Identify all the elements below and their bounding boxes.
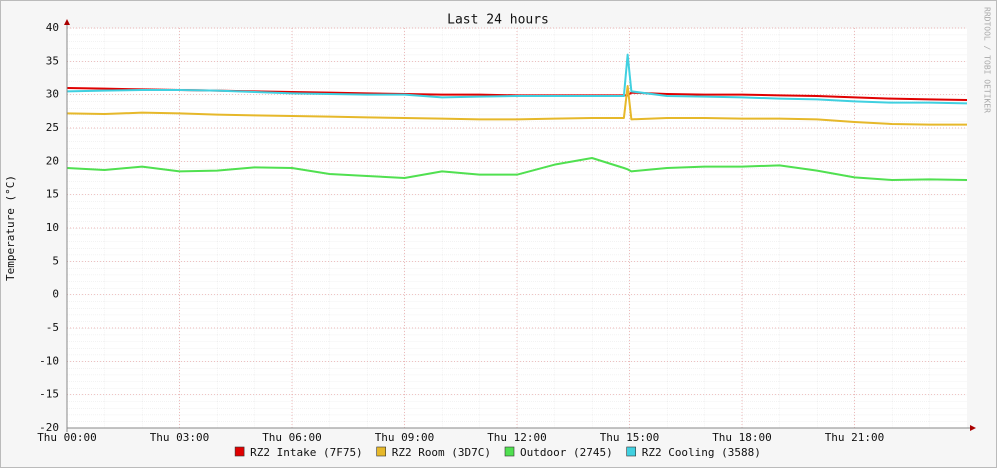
chart-title: Last 24 hours <box>447 13 549 28</box>
x-tick-label: Thu 21:00 <box>825 431 885 444</box>
y-tick-label: 20 <box>46 154 59 167</box>
lines <box>66 53 968 181</box>
legend-item: RZ2 Room (3D7C) <box>376 446 491 459</box>
side-text: RRDTOOL / TOBI OETIKER <box>983 7 992 113</box>
y-tick-label: 30 <box>46 88 59 101</box>
x-tick-label: Thu 09:00 <box>375 431 435 444</box>
legend-item: RZ2 Cooling (3588) <box>626 446 761 459</box>
y-tick-label: -15 <box>39 388 59 401</box>
y-tick-label: 35 <box>46 54 59 67</box>
y-tick-label: 0 <box>52 288 59 301</box>
x-tick-label: Thu 15:00 <box>600 431 660 444</box>
y-tick-label: -20 <box>39 421 59 434</box>
x-tick-label: Thu 00:00 <box>37 431 97 444</box>
y-tick-label: 25 <box>46 121 59 134</box>
y-tick-label: -10 <box>39 354 59 367</box>
legend-swatch <box>504 446 515 457</box>
legend-swatch <box>626 446 637 457</box>
x-tick-label: Thu 18:00 <box>712 431 772 444</box>
series-line <box>66 53 968 105</box>
series-line <box>66 157 968 181</box>
axes <box>64 19 976 432</box>
y-axis-label: Temperature (°C) <box>4 175 17 281</box>
legend-label: RZ2 Cooling (3588) <box>642 446 761 459</box>
legend: RZ2 Intake (7F75) RZ2 Room (3D7C) Outdoor … <box>234 446 761 459</box>
y-tick-label: -5 <box>46 321 59 334</box>
y-tick-label: 15 <box>46 188 59 201</box>
x-tick-label: Thu 03:00 <box>150 431 210 444</box>
y-arrow <box>64 19 70 25</box>
x-tick-label: Thu 12:00 <box>487 431 547 444</box>
legend-label: Outdoor (2745) <box>520 446 613 459</box>
legend-label: RZ2 Room (3D7C) <box>392 446 491 459</box>
y-tick-label: 40 <box>46 21 59 34</box>
legend-label: RZ2 Intake (7F75) <box>250 446 363 459</box>
legend-item: Outdoor (2745) <box>504 446 613 459</box>
x-tick-label: Thu 06:00 <box>262 431 322 444</box>
x-arrow <box>970 425 976 431</box>
legend-swatch <box>234 446 245 457</box>
y-tick-label: 10 <box>46 221 59 234</box>
legend-swatch <box>376 446 387 457</box>
legend-item: RZ2 Intake (7F75) <box>234 446 363 459</box>
y-tick-label: 5 <box>52 254 59 267</box>
series-line <box>66 85 967 126</box>
